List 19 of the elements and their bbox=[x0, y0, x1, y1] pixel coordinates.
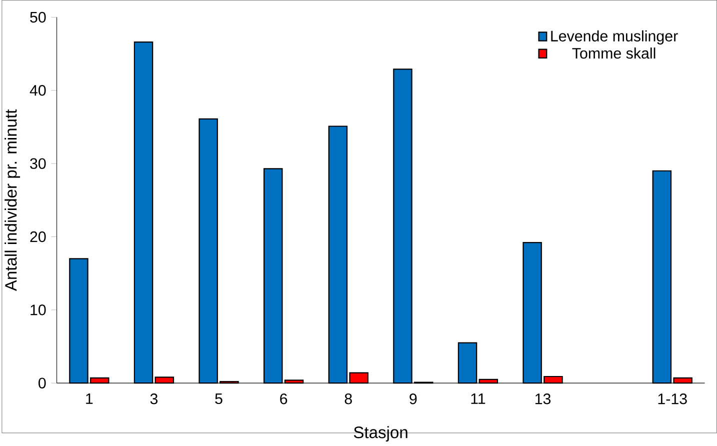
x-tick-label: 5 bbox=[215, 393, 222, 404]
y-tick-label: 0 bbox=[38, 378, 46, 388]
y-tick-label: 50 bbox=[30, 12, 46, 23]
x-tick-label: 8 bbox=[344, 393, 352, 404]
x-tick-label: 6 bbox=[280, 393, 288, 404]
y-tick-label: 10 bbox=[30, 304, 46, 316]
x-tick-label: 1-13 bbox=[658, 393, 687, 404]
y-axis-title: Antall individer pr. minutt bbox=[4, 109, 20, 291]
y-tick-label: 20 bbox=[30, 231, 46, 242]
y-tick-label: 40 bbox=[30, 84, 46, 96]
x-tick-label: 11 bbox=[471, 393, 486, 404]
x-tick-label: 1 bbox=[86, 393, 93, 404]
x-axis-title: Stasjon bbox=[354, 426, 408, 442]
legend-label: Tomme skall bbox=[572, 47, 656, 59]
x-tick-label: 13 bbox=[535, 393, 551, 404]
x-tick-label: 3 bbox=[150, 393, 158, 404]
legend-label: Levende muslinger bbox=[551, 30, 678, 44]
y-tick-label: 30 bbox=[30, 158, 46, 169]
x-tick-label: 9 bbox=[410, 393, 417, 404]
